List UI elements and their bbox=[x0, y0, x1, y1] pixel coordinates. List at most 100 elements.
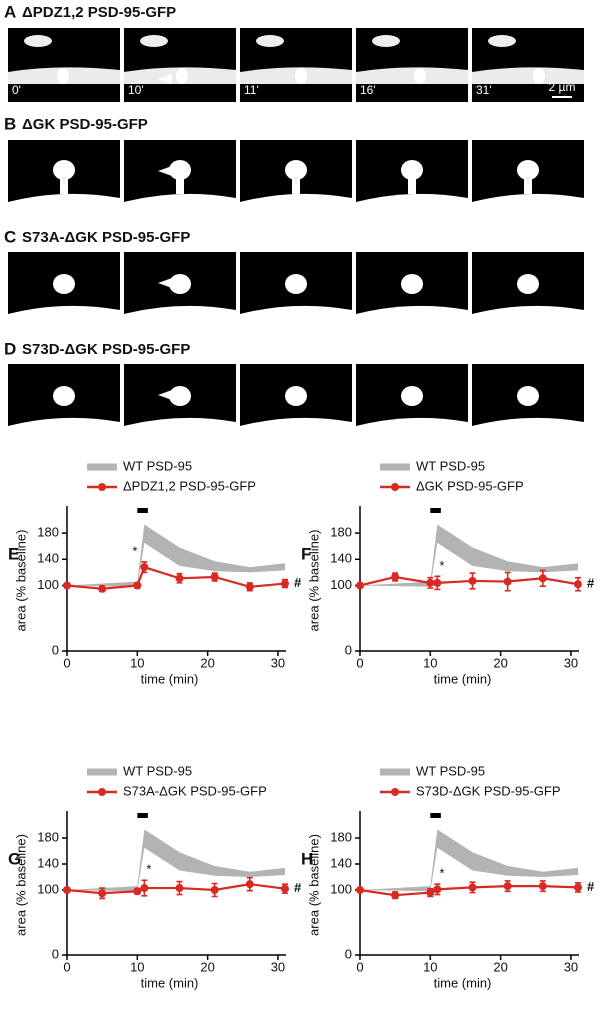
spine bbox=[53, 386, 75, 406]
dendrite bbox=[8, 305, 120, 326]
data-point bbox=[391, 891, 400, 900]
spine bbox=[256, 35, 284, 47]
data-point bbox=[280, 884, 289, 893]
spine bbox=[24, 35, 52, 47]
legend-label: WT PSD-95 bbox=[416, 458, 485, 473]
panel-label: D bbox=[4, 339, 16, 358]
data-point bbox=[175, 574, 184, 583]
legend-label: WT PSD-95 bbox=[123, 763, 192, 778]
data-point bbox=[133, 887, 142, 896]
data-point bbox=[210, 886, 219, 894]
wt-band bbox=[67, 829, 285, 892]
panel-label: B bbox=[4, 114, 16, 133]
panel-title: ΔPDZ1,2 PSD-95-GFP bbox=[22, 4, 176, 21]
y-tick-label: 180 bbox=[330, 525, 352, 540]
spine bbox=[401, 274, 423, 294]
y-axis-label: area (% baseline) bbox=[306, 530, 321, 632]
panel-title: S73D-ΔGK PSD-95-GFP bbox=[22, 341, 190, 358]
x-axis-label: time (min) bbox=[141, 671, 199, 686]
x-tick-label: 20 bbox=[493, 655, 507, 670]
y-tick-label: 100 bbox=[330, 881, 352, 896]
frame-time: 16' bbox=[360, 83, 376, 97]
x-tick-label: 30 bbox=[271, 655, 285, 670]
series-line bbox=[359, 885, 579, 897]
x-tick-label: 0 bbox=[356, 655, 363, 670]
spine-neck bbox=[60, 170, 68, 194]
data-point bbox=[433, 885, 442, 894]
panel-label: G bbox=[8, 849, 21, 868]
spine bbox=[533, 68, 545, 84]
x-tick-label: 10 bbox=[423, 959, 437, 974]
frame-time: 11' bbox=[244, 83, 259, 97]
spine bbox=[401, 386, 423, 406]
x-tick-label: 20 bbox=[200, 655, 214, 670]
frame-time: 10' bbox=[128, 83, 144, 97]
panel-label: H bbox=[301, 849, 313, 868]
dendrite bbox=[8, 417, 120, 438]
spine bbox=[517, 386, 539, 406]
y-tick-label: 140 bbox=[37, 855, 59, 870]
y-tick-label: 0 bbox=[345, 946, 352, 961]
dendrite bbox=[124, 193, 236, 214]
dendrite bbox=[240, 193, 352, 214]
spine bbox=[57, 68, 69, 84]
spine bbox=[285, 160, 307, 180]
data-point bbox=[573, 883, 582, 892]
stimulus-bar bbox=[430, 508, 441, 513]
series-line bbox=[66, 883, 286, 895]
y-tick-label: 0 bbox=[52, 946, 59, 961]
data-point bbox=[175, 884, 184, 893]
data-point bbox=[356, 581, 364, 590]
data-point bbox=[140, 884, 149, 893]
data-point bbox=[280, 579, 289, 588]
annotation: * bbox=[439, 866, 444, 881]
data-point bbox=[573, 580, 582, 589]
data-point bbox=[98, 584, 107, 593]
stimulus-bar bbox=[430, 813, 441, 818]
y-tick-label: 0 bbox=[345, 642, 352, 657]
frame-time: 31' bbox=[476, 83, 492, 97]
dendrite bbox=[124, 417, 236, 438]
spine bbox=[176, 68, 188, 84]
spine bbox=[169, 160, 191, 180]
legend-label: WT PSD-95 bbox=[416, 763, 485, 778]
dendrite bbox=[472, 417, 584, 438]
y-tick-label: 140 bbox=[330, 551, 352, 566]
annotation: * bbox=[439, 558, 444, 573]
legend-marker bbox=[391, 788, 399, 796]
y-tick-label: 180 bbox=[37, 829, 59, 844]
panel-label: C bbox=[4, 227, 16, 246]
frame-time: 0' bbox=[12, 83, 21, 97]
spine bbox=[140, 35, 168, 47]
data-point bbox=[503, 882, 512, 891]
annotation: # bbox=[587, 576, 595, 591]
data-point bbox=[63, 581, 71, 590]
x-tick-label: 10 bbox=[130, 655, 144, 670]
arrowhead bbox=[158, 278, 172, 288]
y-tick-label: 100 bbox=[37, 577, 59, 592]
spine bbox=[285, 274, 307, 294]
data-point bbox=[140, 563, 149, 572]
data-point bbox=[468, 576, 477, 585]
wt-band bbox=[360, 829, 578, 892]
wt-band bbox=[360, 524, 578, 587]
x-tick-label: 30 bbox=[271, 959, 285, 974]
dendrite bbox=[356, 417, 468, 438]
spine bbox=[401, 160, 423, 180]
spine bbox=[53, 274, 75, 294]
y-tick-label: 100 bbox=[330, 577, 352, 592]
legend-marker bbox=[391, 483, 399, 491]
dendrite bbox=[240, 417, 352, 438]
legend-label: S73A-ΔGK PSD-95-GFP bbox=[123, 783, 267, 798]
data-point bbox=[433, 578, 442, 587]
data-point bbox=[245, 880, 254, 889]
y-tick-label: 140 bbox=[330, 855, 352, 870]
x-axis-label: time (min) bbox=[141, 975, 199, 990]
dendrite bbox=[8, 193, 120, 214]
dendrite bbox=[124, 305, 236, 326]
annotation: # bbox=[294, 880, 302, 895]
x-tick-label: 0 bbox=[63, 959, 70, 974]
arrowhead bbox=[158, 74, 172, 84]
micrograph bbox=[8, 84, 120, 102]
